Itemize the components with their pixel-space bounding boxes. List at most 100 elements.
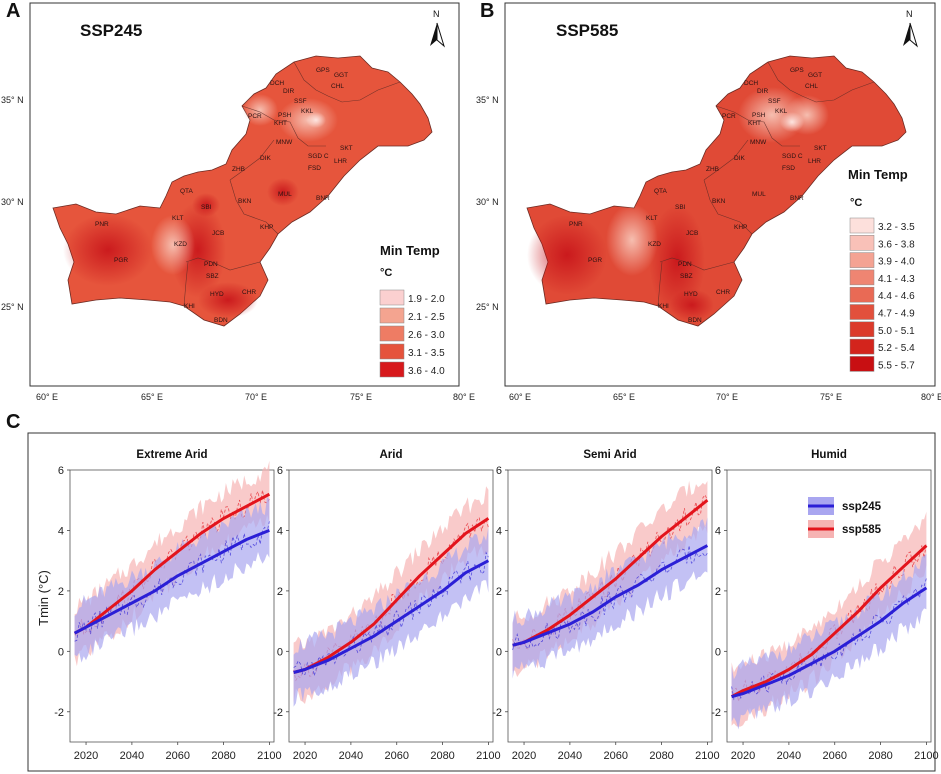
x-tick-label: 2060 <box>165 750 189 762</box>
legend-swatch <box>849 269 875 286</box>
svg-text:GGT: GGT <box>808 72 822 79</box>
province-boundaries <box>657 61 875 307</box>
svg-text:PSH: PSH <box>278 112 292 119</box>
legend-swatch <box>379 361 405 378</box>
y-tick-label: 4 <box>496 525 502 537</box>
facet-title: Extreme Arid <box>136 449 207 461</box>
legend-swatch <box>849 304 875 320</box>
svg-text:MNW: MNW <box>750 139 767 146</box>
lat-label: 25° N <box>476 302 499 312</box>
svg-text:PNR: PNR <box>569 221 583 228</box>
panel-c-letter: C <box>6 411 21 433</box>
x-tick-label: 2060 <box>384 750 408 762</box>
lat-label: 30° N <box>1 197 24 207</box>
y-tick-label: -2 <box>492 707 502 719</box>
trend-line-ssp245 <box>73 529 270 635</box>
x-tick-label: 2060 <box>603 750 627 762</box>
x-tick-label: 2080 <box>649 750 673 762</box>
scenario-title: SSP245 <box>80 21 142 40</box>
lon-label: 65° E <box>613 392 635 402</box>
legend-b: 3.2 - 3.5 3.6 - 3.8 3.9 - 4.0 4.1 - 4.3 4.4 … <box>849 217 915 372</box>
x-tick-label: 2080 <box>430 750 454 762</box>
panel-a-letter: A <box>6 0 21 22</box>
province-boundaries <box>183 61 401 307</box>
x-tick-label: 2020 <box>74 750 98 762</box>
svg-text:HYD: HYD <box>684 291 698 298</box>
legend-swatch <box>849 338 875 355</box>
legend-label: 5.5 - 5.7 <box>878 360 915 371</box>
legend-label: 4.4 - 4.6 <box>878 291 915 302</box>
svg-text:BNR: BNR <box>316 195 330 202</box>
facet-title: Semi Arid <box>583 449 636 461</box>
scenario-title: SSP585 <box>556 21 618 40</box>
svg-text:HYD: HYD <box>210 291 224 298</box>
y-tick-label: -2 <box>711 707 721 719</box>
annual-ssp245 <box>512 545 708 651</box>
legend-label: 4.7 - 4.9 <box>878 309 915 320</box>
legend-title: Min Temp <box>380 243 440 258</box>
lon-label: 80° E <box>453 392 475 402</box>
x-tick-label: 2040 <box>120 750 144 762</box>
y-tick-label: 4 <box>58 525 64 537</box>
y-tick-label: 2 <box>58 586 64 598</box>
lon-label: 70° E <box>716 392 738 402</box>
svg-text:KLT: KLT <box>172 215 183 222</box>
x-tick-label: 2020 <box>512 750 536 762</box>
y-tick-label: 6 <box>496 465 502 477</box>
x-tick-label: 2080 <box>868 750 892 762</box>
map-panel-ssp585: SSP585 N GPS GGT CHL <box>476 2 941 402</box>
north-arrow-icon: N <box>903 9 918 48</box>
annual-ssp245 <box>293 551 489 676</box>
svg-text:PDN: PDN <box>204 261 218 268</box>
svg-text:QTA: QTA <box>654 188 668 195</box>
y-tick-label: 0 <box>277 646 283 658</box>
map-b-labels: GPS GGT CHL DCH DIR SSF PCR PSH KKL KHT MNW SG… <box>569 67 827 324</box>
legend-swatch <box>849 286 875 303</box>
svg-text:JCB: JCB <box>686 230 698 237</box>
y-tick-label: -2 <box>273 707 283 719</box>
svg-text:KHT: KHT <box>274 120 287 127</box>
svg-text:KHT: KHT <box>748 120 761 127</box>
legend-label: 2.1 - 2.5 <box>408 312 445 323</box>
annual-ssp585 <box>731 543 927 702</box>
svg-text:PCR: PCR <box>248 113 262 120</box>
legend-swatch <box>849 356 875 372</box>
legend-label: 2.6 - 3.0 <box>408 330 445 341</box>
svg-text:DIK: DIK <box>260 155 272 162</box>
y-tick-label: 2 <box>715 586 721 598</box>
svg-text:FSD: FSD <box>782 165 795 172</box>
svg-text:SSF: SSF <box>294 98 307 105</box>
x-tick-label: 2060 <box>822 750 846 762</box>
svg-text:ZHB: ZHB <box>232 166 245 173</box>
svg-text:SKT: SKT <box>814 145 827 152</box>
svg-text:BNR: BNR <box>790 195 804 202</box>
lon-label: 65° E <box>141 392 163 402</box>
lat-label: 35° N <box>1 95 24 105</box>
svg-text:FSD: FSD <box>308 165 321 172</box>
legend-label: 5.0 - 5.1 <box>878 326 915 337</box>
svg-text:KKL: KKL <box>775 108 788 115</box>
svg-text:DCH: DCH <box>270 80 284 87</box>
legend-swatch <box>849 321 875 338</box>
legend-swatch <box>379 289 405 306</box>
facet-extreme-arid: Extreme Arid -2 0 2 4 6 2020 2040 2060 2080 2100 <box>54 449 281 762</box>
lat-label: 35° N <box>476 95 499 105</box>
trend-line-ssp245 <box>731 586 928 699</box>
facet-arid: Arid -2 0 2 4 6 2020 2040 2060 2080 2100 <box>273 449 500 762</box>
legend-label: 3.6 - 4.0 <box>408 366 445 377</box>
svg-text:GGT: GGT <box>334 72 348 79</box>
x-tick-label: 2020 <box>731 750 755 762</box>
svg-text:BKN: BKN <box>238 198 252 205</box>
legend-swatch <box>849 252 875 268</box>
svg-text:SKT: SKT <box>340 145 353 152</box>
lon-label: 75° E <box>820 392 842 402</box>
svg-text:SBI: SBI <box>675 204 686 211</box>
north-arrow-icon: N <box>430 9 445 48</box>
facet-title: Humid <box>811 449 847 461</box>
svg-text:JCB: JCB <box>212 230 224 237</box>
svg-text:SSF: SSF <box>768 98 781 105</box>
svg-text:KKL: KKL <box>301 108 314 115</box>
band-ssp245 <box>293 526 489 707</box>
